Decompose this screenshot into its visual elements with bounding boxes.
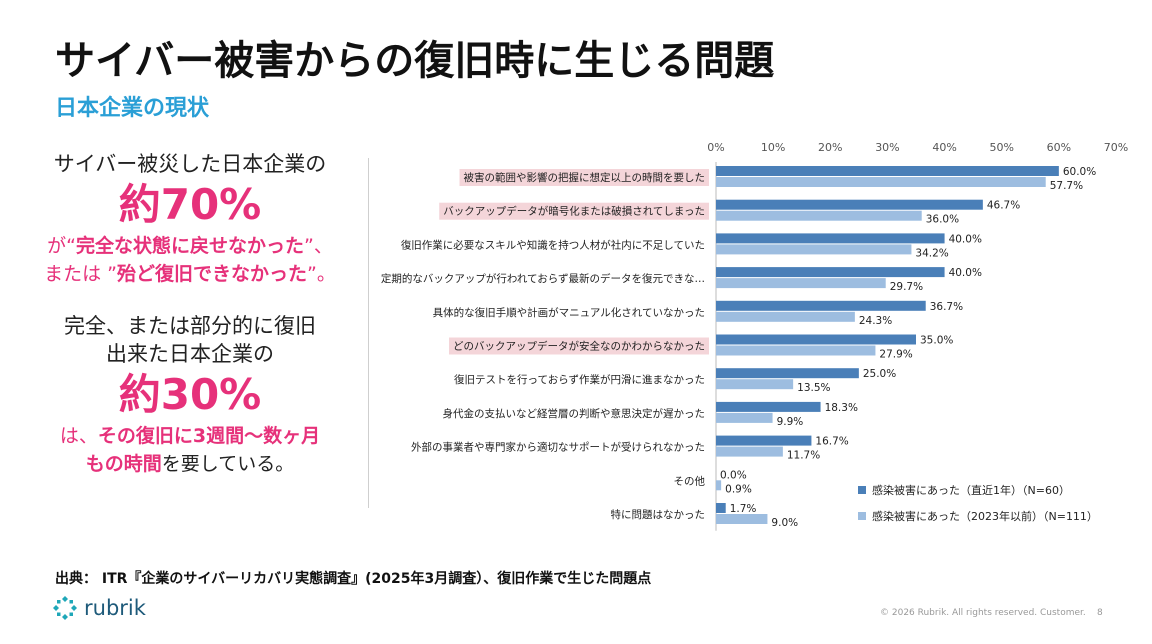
bar-series-before-2023 [716,345,876,356]
category-highlight [449,337,709,355]
data-label: 11.7% [787,450,820,462]
data-label: 1.7% [730,503,757,515]
data-label: 40.0% [949,233,982,245]
x-tick-label: 10% [761,141,785,154]
data-label: 35.0% [920,335,953,347]
legend-swatch-before-2023 [858,512,866,520]
summary-line-2: が“完全な状態に戻せなかった”、 [20,232,360,260]
bar-series-recent [716,334,916,345]
left-summary-panel: サイバー被災した日本企業の 約70% が“完全な状態に戻せなかった”、 または … [20,150,360,478]
x-tick-label: 70% [1104,141,1128,154]
x-tick-label: 40% [932,141,956,154]
summary-line-7-bold: もの時間 [85,453,162,475]
summary-line-3-prefix: または ” [44,263,118,285]
data-label: 57.7% [1050,180,1083,192]
source-citation: 出典： ITR『企業のサイバーリカバリ実態調査』(2025年3月調査）、復旧作業… [55,571,652,587]
summary-line-2-suffix: ”、 [304,235,333,257]
bar-series-before-2023 [716,514,768,524]
bar-series-before-2023 [716,412,773,423]
bar-series-recent [716,401,821,412]
summary-line-1: サイバー被災した日本企業の [53,152,327,176]
bar-series-before-2023 [716,379,794,390]
summary-line-3-suffix: ”。 [307,263,336,285]
page-number: 8 [1097,608,1103,618]
data-label: 24.3% [859,315,892,327]
summary-line-6-prefix: は、 [59,425,98,447]
summary-line-5: 出来た日本企業の [106,342,274,366]
bar-series-before-2023 [716,278,886,289]
bar-series-before-2023 [716,311,855,322]
bar-series-recent [716,166,1059,176]
copyright-footer: © 2026 Rubrik. All rights reserved. Cust… [880,608,1086,618]
x-tick-label: 60% [1047,141,1071,154]
category-highlight [439,202,709,220]
x-tick-label: 30% [875,141,899,154]
summary-line-7: もの時間を要している。 [20,450,360,478]
category-label: 外部の事業者や専門家から適切なサポートが受けられなかった [411,441,705,454]
data-label: 13.5% [797,382,830,394]
summary-line-3: または ”殆ど復旧できなかった”。 [20,260,360,288]
bar-series-before-2023 [716,446,783,457]
summary-line-2-prefix: が“ [47,235,76,257]
bar-series-recent [716,368,859,379]
bar-series-before-2023 [716,244,912,255]
category-label: 身代金の支払いなど経営層の判断や意思決定が遅かった [443,407,706,420]
x-tick-label: 50% [989,141,1013,154]
category-label: 具体的な復旧手順や計画がマニュアル化されていなかった [433,306,705,319]
category-highlight [459,169,709,186]
category-label: バックアップデータが暗号化または破損されてしまった [443,205,705,218]
category-label: 復旧テストを行っておらず作業が円滑に進まなかった [454,373,705,386]
bar-series-recent [716,300,926,311]
bar-series-recent [716,435,812,446]
data-label: 0.9% [725,483,752,495]
bar-series-before-2023 [716,177,1046,187]
page-subtitle: 日本企業の現状 [55,96,210,121]
bar-series-recent [716,233,945,244]
data-label: 16.7% [815,436,848,448]
category-label: 定期的なバックアップが行われておらず最新のデータを復元できな… [381,272,705,285]
data-label: 0.0% [720,469,747,481]
stat-30-percent: 約30% [118,370,262,419]
data-label: 34.2% [915,247,948,259]
data-label: 36.7% [930,301,963,313]
category-label: その他 [674,474,706,487]
data-label: 25.0% [863,368,896,380]
bar-series-recent [716,199,983,210]
legend-entry: 感染被害にあった（直近1年）（N=60） [872,483,1070,497]
category-label: どのバックアップデータが安全なのかわからなかった [453,340,705,353]
category-label: 復旧作業に必要なスキルや知識を持つ人材が社内に不足していた [401,238,705,251]
category-label: 特に問題はなかった [611,509,706,521]
data-label: 9.9% [777,416,804,428]
bar-series-recent [716,267,945,278]
x-tick-label: 0% [707,141,724,154]
x-tick-label: 20% [818,141,842,154]
bar-series-before-2023 [716,210,922,221]
data-label: 36.0% [926,214,959,226]
horizontal-bar-chart: 0% 10% 20% 30% 40% 50% 60% 70% 被害の範囲や影響の把握に想定以上の… [381,141,1128,531]
bar-series-recent [716,503,726,513]
rubrik-logo-text: rubrik [84,596,146,620]
legend-entry: 感染被害にあった（2023年以前）（N=111） [872,509,1098,523]
summary-line-6-bold: その復旧に3週間～数ヶ月 [97,425,321,447]
data-label: 29.7% [890,281,923,293]
bar-series-before-2023 [716,480,722,491]
data-label: 60.0% [1063,166,1096,178]
data-label: 18.3% [825,402,858,414]
legend-swatch-recent [858,486,866,494]
summary-line-6: は、その復旧に3週間～数ヶ月 [20,422,360,450]
stat-70-percent: 約70% [118,180,262,229]
panel-divider [368,158,369,508]
summary-line-2-bold: 完全な状態に戻せなかった [75,235,304,257]
page-title: サイバー被害からの復旧時に生じる問題 [55,38,775,84]
rubrik-logo: rubrik [52,593,146,623]
data-label: 46.7% [987,200,1020,212]
data-label: 9.0% [771,517,798,529]
data-label: 40.0% [949,267,982,279]
summary-line-4: 完全、または部分的に復旧 [64,314,316,338]
data-label: 27.9% [879,349,912,361]
summary-line-3-bold: 殆ど復旧できなかった [117,263,308,285]
rubrik-logo-icon [53,596,77,620]
summary-line-7-suffix: を要している。 [161,453,295,475]
category-label: 被害の範囲や影響の把握に想定以上の時間を要した [464,171,706,184]
